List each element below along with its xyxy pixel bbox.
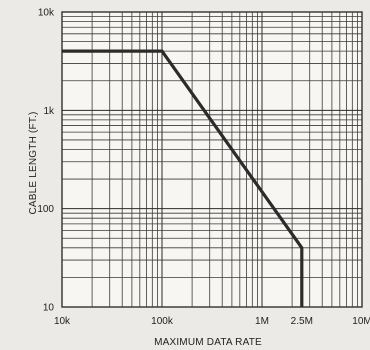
x-tick-label: 10k (54, 316, 71, 327)
plot-grid (61, 11, 363, 308)
y-tick-label: 100 (37, 204, 54, 215)
plot-frame (61, 11, 363, 308)
y-tick-label: 10k (38, 8, 55, 19)
x-tick-label: 10M (352, 316, 370, 327)
series-line-0 (62, 49, 304, 307)
series-layer (62, 49, 304, 307)
x-tick-label: 2.5M (291, 316, 313, 327)
y-axis-label: CABLE LENGTH (FT.) (28, 111, 39, 214)
y-tick-label: 1k (43, 106, 55, 117)
y-tick-label: 10 (43, 303, 55, 314)
tick-labels: 10k 100k 1M 2.5M 10M 10 100 1k 10k (37, 8, 370, 328)
x-tick-label: 100k (151, 316, 174, 327)
x-axis-label: MAXIMUM DATA RATE (154, 337, 262, 348)
x-tick-label: 1M (255, 316, 269, 327)
